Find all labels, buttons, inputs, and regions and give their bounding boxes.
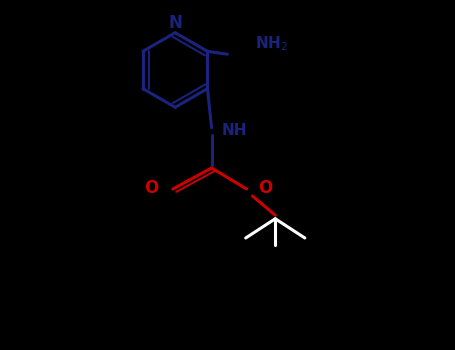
Text: NH$_2$: NH$_2$: [255, 34, 288, 53]
Text: N: N: [168, 14, 182, 32]
Text: O: O: [144, 179, 158, 197]
Text: O: O: [258, 179, 273, 197]
Text: NH: NH: [222, 123, 248, 138]
